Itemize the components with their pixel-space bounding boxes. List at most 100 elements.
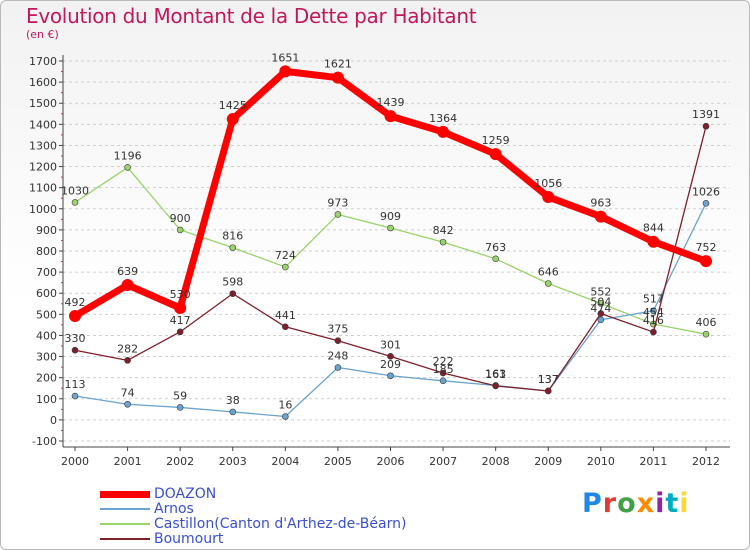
data-label: 137 [538, 373, 559, 386]
data-point [650, 307, 657, 315]
legend-item-boumourt: Boumourt [100, 531, 224, 547]
data-point [439, 377, 447, 385]
data-label: 900 [170, 212, 191, 225]
data-label: 1621 [324, 58, 352, 71]
data-label: 330 [65, 332, 86, 345]
data-label: 406 [696, 316, 717, 329]
y-tick-label: -100 [32, 435, 57, 448]
data-label: 763 [485, 241, 506, 254]
data-point [176, 404, 184, 411]
chart-title: Evolution du Montant de la Dette par Hab… [26, 4, 477, 28]
y-tick-label: 200 [36, 372, 57, 385]
data-point [282, 413, 289, 420]
y-tick-label: 1700 [29, 55, 57, 68]
data-point [492, 255, 499, 263]
data-label: 474 [590, 302, 611, 315]
data-point [71, 346, 79, 354]
data-label: 909 [380, 210, 401, 223]
data-label: 248 [327, 350, 348, 363]
logo-letter: P [582, 488, 603, 519]
data-label: 74 [121, 386, 135, 399]
data-point [69, 310, 81, 323]
data-point [647, 235, 660, 248]
data-point [176, 328, 184, 336]
legend-label-arnos: Arnos [154, 501, 194, 517]
data-label: 1439 [377, 96, 405, 109]
legend-item-doazon: DOAZON [100, 486, 216, 502]
data-point [702, 199, 710, 207]
logo-letter: i [655, 488, 666, 519]
data-label: 1364 [429, 112, 457, 125]
data-label: 598 [222, 276, 243, 289]
data-label: 59 [173, 389, 187, 402]
data-label: 1030 [61, 184, 89, 197]
y-tick-label: 700 [36, 266, 57, 279]
y-tick-label: 800 [36, 245, 57, 258]
data-point [121, 278, 134, 291]
legend-swatch-boumourt [100, 538, 150, 540]
legend-label-boumourt: Boumourt [154, 531, 224, 547]
y-tick-label: 400 [36, 329, 57, 342]
data-point [229, 244, 237, 251]
data-point [542, 190, 555, 203]
y-tick-label: 1500 [29, 97, 57, 110]
data-label: 1026 [692, 185, 720, 198]
data-label: 1259 [482, 134, 510, 147]
data-label: 301 [380, 338, 401, 351]
y-tick-label: 0 [50, 414, 57, 427]
x-tick-label: 2008 [482, 455, 510, 468]
data-label: 1651 [271, 51, 299, 64]
data-point [124, 400, 131, 408]
data-label: 161 [485, 368, 506, 381]
data-label: 454 [643, 306, 664, 319]
data-label: 222 [433, 355, 454, 368]
data-point [439, 238, 447, 246]
data-point [544, 387, 552, 395]
legend-swatch-castillon [100, 523, 150, 525]
data-point [437, 125, 450, 138]
x-tick-label: 2005 [324, 455, 352, 468]
data-point [226, 113, 239, 126]
data-label: 724 [275, 249, 296, 262]
data-point [544, 280, 552, 287]
data-label: 185 [433, 363, 454, 376]
data-point [439, 369, 447, 377]
data-label: 137 [538, 373, 559, 386]
logo-letter: x [636, 488, 656, 519]
data-point [702, 330, 710, 338]
logo-letter: i [679, 488, 690, 519]
y-tick-label: 1000 [29, 203, 57, 216]
data-point [594, 210, 607, 223]
x-tick-label: 2002 [166, 455, 194, 468]
data-point [700, 255, 712, 268]
y-tick-label: 1600 [29, 76, 57, 89]
legend-item-arnos: Arnos [100, 501, 194, 517]
data-label: 504 [590, 295, 611, 308]
data-point [650, 328, 657, 336]
data-point [229, 290, 237, 297]
data-point [334, 211, 342, 218]
data-label: 963 [590, 197, 611, 210]
data-point [597, 316, 605, 324]
data-label: 552 [590, 285, 611, 298]
data-point [597, 310, 605, 317]
y-tick-label: 600 [36, 287, 57, 300]
data-label: 639 [117, 265, 138, 278]
data-label: 38 [226, 394, 240, 407]
data-label: 973 [327, 196, 348, 209]
data-point [282, 263, 289, 271]
data-point [229, 408, 237, 416]
data-point [124, 357, 131, 364]
data-label: 842 [433, 224, 454, 237]
data-label: 282 [117, 342, 138, 355]
data-point [174, 302, 187, 314]
x-tick-label: 2011 [639, 455, 667, 468]
data-label: 1196 [114, 149, 142, 162]
data-label: 417 [170, 314, 191, 327]
data-point [384, 110, 397, 123]
data-point [387, 372, 394, 380]
legend-label-castillon: Castillon(Canton d'Arthez-de-Béarn) [154, 516, 407, 532]
y-tick-label: 900 [36, 224, 57, 237]
data-point [489, 148, 502, 161]
